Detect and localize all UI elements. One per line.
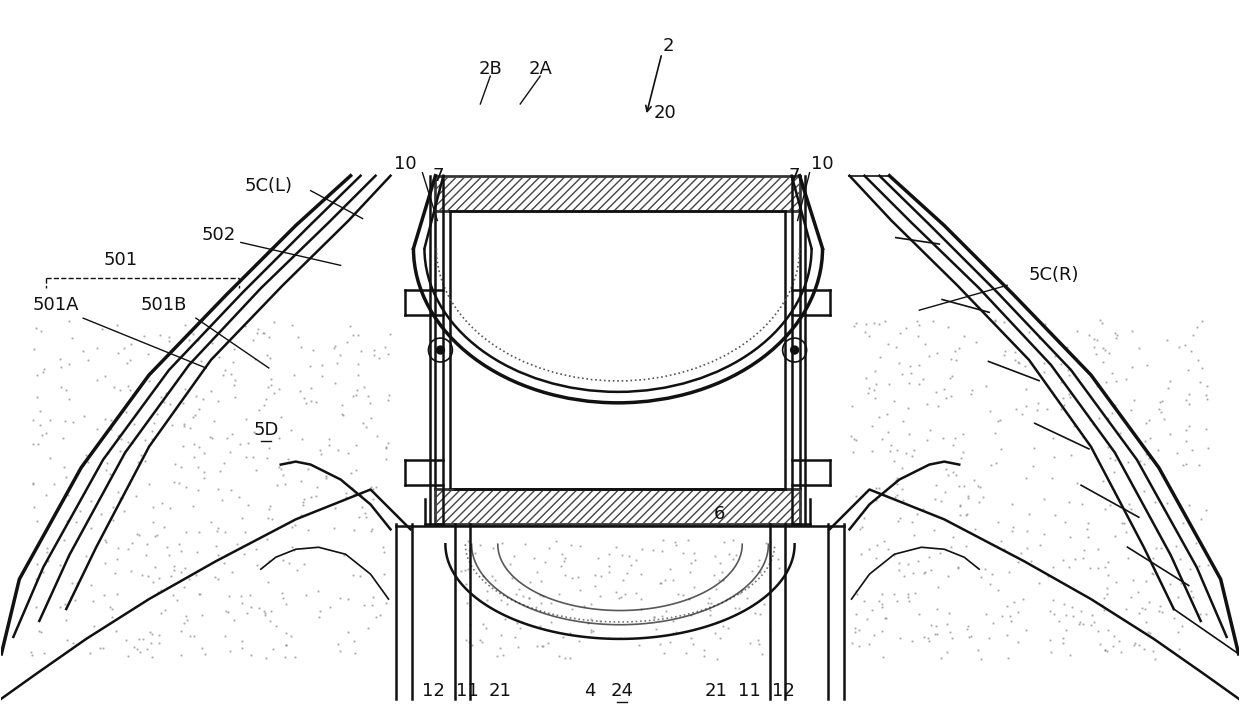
Text: 2A: 2A [528, 60, 552, 78]
Text: 5C(L): 5C(L) [244, 177, 293, 195]
Text: 5C(R): 5C(R) [1029, 266, 1079, 284]
Text: 6: 6 [714, 505, 725, 523]
Text: 501A: 501A [33, 297, 79, 314]
Text: 2B: 2B [479, 60, 502, 78]
Text: 502: 502 [202, 226, 236, 245]
Text: 501: 501 [104, 251, 138, 269]
Text: 21: 21 [489, 681, 512, 700]
Bar [435, 490, 800, 524]
Text: 11: 11 [738, 681, 761, 700]
Text: 11: 11 [456, 681, 479, 700]
Text: 12: 12 [773, 681, 795, 700]
Text: 10: 10 [394, 155, 417, 173]
Text: 2: 2 [662, 37, 673, 55]
Circle shape [791, 346, 799, 354]
Text: 10: 10 [811, 155, 833, 173]
Circle shape [436, 346, 444, 354]
Text: 20: 20 [653, 104, 676, 122]
Text: 501B: 501B [141, 297, 187, 314]
Text: 4: 4 [584, 681, 595, 700]
Text: 21: 21 [704, 681, 727, 700]
Text: 12: 12 [422, 681, 445, 700]
Bar [435, 176, 800, 210]
Text: 24: 24 [610, 681, 634, 700]
Text: 7: 7 [789, 167, 800, 185]
Text: 5D: 5D [253, 421, 279, 439]
Text: 7: 7 [433, 167, 444, 185]
